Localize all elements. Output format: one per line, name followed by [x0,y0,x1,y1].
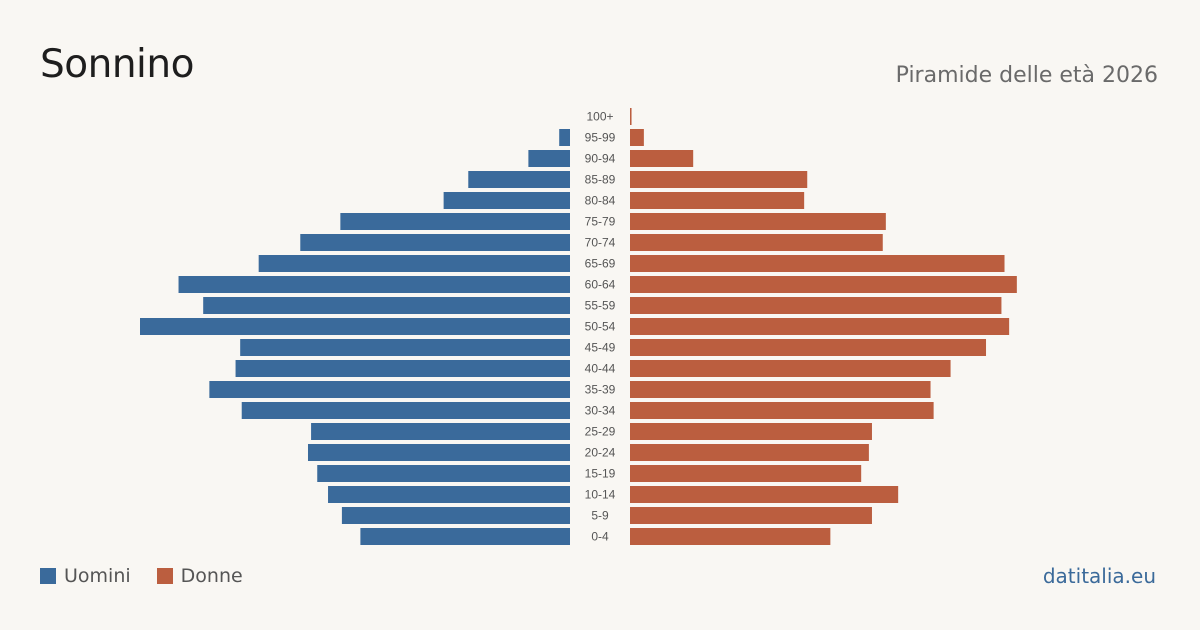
age-group-label: 55-59 [585,299,616,313]
legend-label-male: Uomini [64,565,131,587]
bar-male-95-99 [559,129,570,146]
age-group-label: 25-29 [585,425,616,439]
bar-female-95-99 [630,129,644,146]
bar-male-25-29 [311,423,570,440]
bar-male-80-84 [443,192,570,209]
bar-male-40-44 [235,360,571,377]
bar-female-0-4 [630,528,831,545]
bar-male-70-74 [300,234,570,251]
legend-label-female: Donne [180,565,243,587]
bar-female-20-24 [630,444,869,461]
bar-female-50-54 [630,318,1010,335]
bar-female-100+ [630,108,632,125]
bar-male-0-4 [360,528,570,545]
bar-female-65-69 [630,255,1005,272]
bar-female-45-49 [630,339,987,356]
bar-female-5-9 [630,507,872,524]
age-group-label: 45-49 [585,341,616,355]
bar-male-45-49 [240,339,571,356]
age-group-label: 85-89 [585,173,616,187]
age-group-label: 5-9 [591,509,609,523]
age-group-label: 100+ [586,110,613,124]
legend: Uomini Donne [40,565,269,587]
bar-male-50-54 [140,318,570,335]
bar-male-55-59 [203,297,571,314]
bar-female-25-29 [630,423,872,440]
bar-female-90-94 [630,150,694,167]
bar-male-20-24 [307,444,570,461]
bar-female-85-89 [630,171,808,188]
bar-male-85-89 [468,171,570,188]
bar-female-40-44 [630,360,951,377]
chart-title: Sonnino [40,42,194,87]
bar-male-5-9 [341,507,570,524]
bar-female-80-84 [630,192,805,209]
bar-female-60-64 [630,276,1017,293]
bar-female-30-34 [630,402,934,419]
age-group-label: 20-24 [585,446,616,460]
bar-male-65-69 [258,255,570,272]
age-group-label: 40-44 [585,362,616,376]
bar-female-55-59 [630,297,1002,314]
age-group-label: 80-84 [585,194,616,208]
age-group-label: 10-14 [585,488,616,502]
bar-female-75-79 [630,213,886,230]
age-group-label: 30-34 [585,404,616,418]
bar-male-35-39 [209,381,570,398]
legend-item-female: Donne [156,565,243,587]
age-group-label: 0-4 [591,530,609,544]
bar-female-70-74 [630,234,883,251]
bar-female-15-19 [630,465,862,482]
bar-male-30-34 [241,402,570,419]
bar-female-35-39 [630,381,931,398]
age-group-label: 15-19 [585,467,616,481]
legend-swatch-female [156,568,173,584]
legend-swatch-male [40,568,56,584]
bar-male-75-79 [340,213,570,230]
brand-link[interactable]: datitalia.eu [1042,564,1156,588]
bar-male-15-19 [317,465,570,482]
bar-female-10-14 [630,486,899,503]
age-group-label: 75-79 [585,215,616,229]
age-group-label: 70-74 [585,236,616,250]
age-group-label: 90-94 [585,152,616,166]
age-group-label: 65-69 [585,257,616,271]
bar-male-10-14 [328,486,570,503]
chart-subtitle: Piramide delle età 2026 [895,63,1158,88]
age-group-label: 35-39 [585,383,616,397]
bar-male-90-94 [528,150,570,167]
age-group-label: 50-54 [585,320,616,334]
age-group-label: 60-64 [585,278,616,292]
bar-male-60-64 [178,276,571,293]
legend-item-male: Uomini [40,565,131,587]
age-group-label: 95-99 [585,131,616,145]
